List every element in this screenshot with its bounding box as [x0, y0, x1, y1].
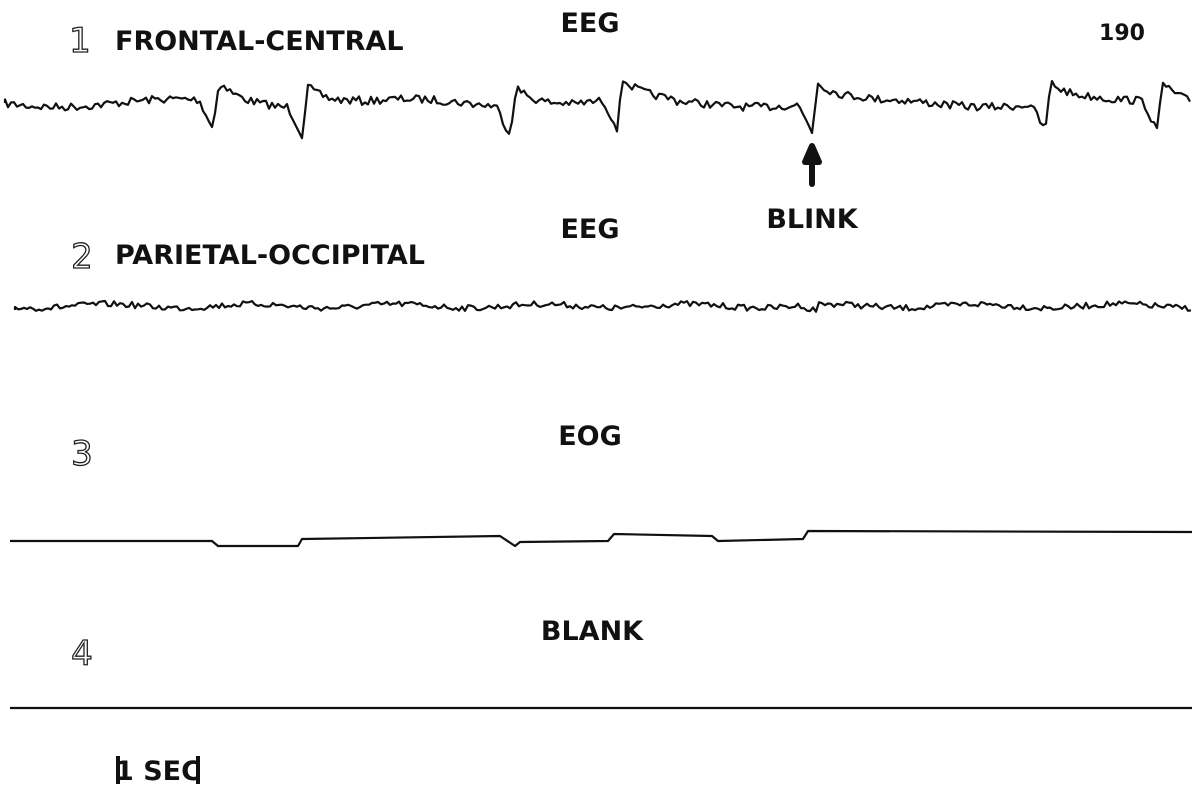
signal-type: EEG	[560, 214, 619, 245]
blink-arrow	[802, 143, 822, 187]
page-number: 190	[1099, 21, 1145, 46]
scale-bar: 1 SEC	[115, 756, 201, 787]
channel-label: PARIETAL-OCCIPITAL	[115, 240, 425, 271]
channel-number: 1	[69, 21, 91, 61]
channel-number: 4	[71, 634, 93, 674]
channel-number: 3	[71, 434, 93, 474]
eeg-trace	[13, 299, 1192, 313]
signal-type: EOG	[558, 421, 622, 452]
eog-trace	[10, 529, 1193, 548]
annotation: BLINK	[766, 204, 858, 235]
eeg-trace	[3, 80, 1191, 140]
signal-type: EEG	[560, 8, 619, 39]
channel-number: 2	[71, 237, 93, 277]
signal-type: BLANK	[541, 616, 644, 647]
channel-label: FRONTAL-CENTRAL	[115, 26, 404, 57]
